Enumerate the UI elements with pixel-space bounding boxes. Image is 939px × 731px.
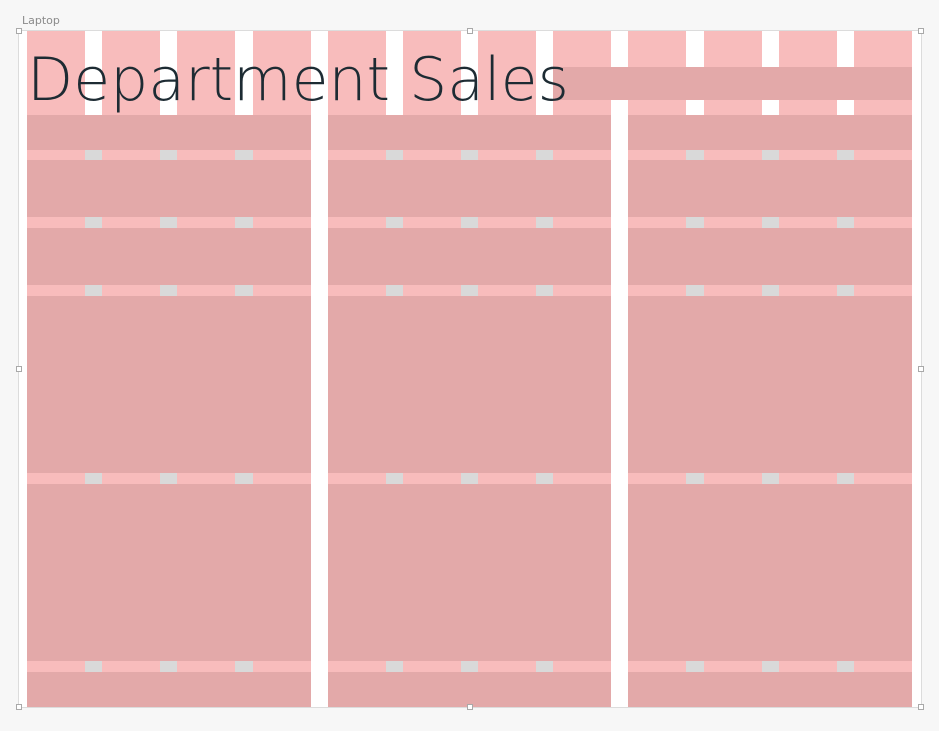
content-block	[327, 296, 612, 473]
content-block	[628, 296, 912, 473]
content-block	[628, 484, 912, 661]
content-block	[27, 484, 311, 661]
resize-handle-bottom-center[interactable]	[467, 704, 473, 710]
content-block	[628, 115, 912, 150]
content-block	[27, 672, 311, 707]
resize-handle-bottom-left[interactable]	[16, 704, 22, 710]
content-block	[27, 296, 311, 473]
content-block	[327, 484, 612, 661]
resize-handle-top-left[interactable]	[16, 28, 22, 34]
header-block	[553, 67, 912, 100]
content-block	[628, 228, 912, 285]
content-block	[27, 115, 311, 150]
resize-handle-bottom-right[interactable]	[918, 704, 924, 710]
content-block	[327, 160, 612, 217]
content-block	[27, 228, 311, 285]
artboard-laptop[interactable]: Department Sales	[19, 31, 921, 707]
content-block	[327, 115, 612, 150]
resize-handle-middle-right[interactable]	[918, 366, 924, 372]
content-block	[27, 160, 311, 217]
resize-handle-top-center[interactable]	[467, 28, 473, 34]
page-title: Department Sales	[27, 45, 569, 115]
resize-handle-top-right[interactable]	[918, 28, 924, 34]
content-block	[628, 672, 912, 707]
content-block	[628, 160, 912, 217]
resize-handle-middle-left[interactable]	[16, 366, 22, 372]
content-block	[327, 672, 612, 707]
frame-label: Laptop	[22, 14, 60, 27]
content-block	[327, 228, 612, 285]
